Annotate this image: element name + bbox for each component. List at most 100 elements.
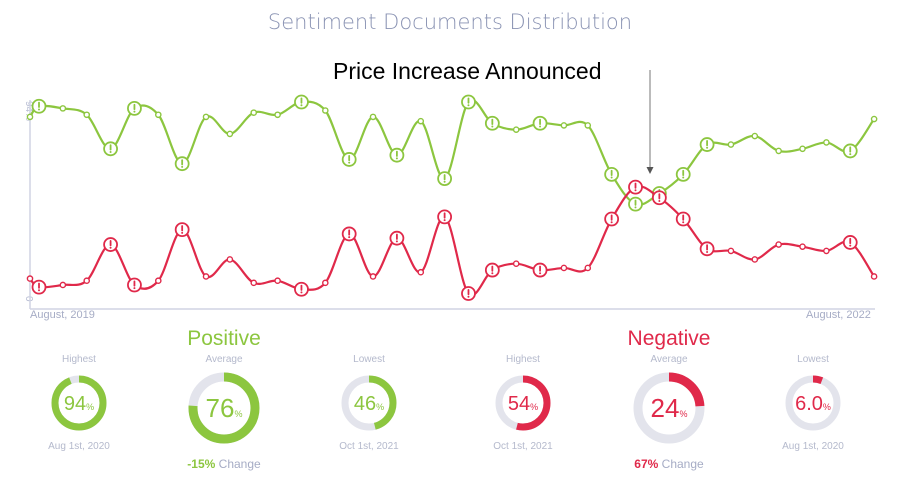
- negative-data-point[interactable]: [154, 277, 162, 285]
- positive-data-point[interactable]: [560, 122, 568, 129]
- negative-data-point[interactable]: [870, 273, 878, 280]
- negative-flag-point[interactable]: [675, 211, 691, 227]
- exclamation-icon: [38, 282, 40, 292]
- positive-flag-point[interactable]: [461, 94, 476, 110]
- negative-highest-unit: %: [530, 402, 538, 412]
- negative-flag-point[interactable]: [461, 286, 476, 301]
- positive-data-point[interactable]: [369, 113, 377, 121]
- positive-data-point[interactable]: [727, 141, 735, 148]
- positive-data-point[interactable]: [775, 147, 782, 155]
- positive-average-donut: 76%: [188, 372, 260, 444]
- negative-flag-point[interactable]: [389, 230, 405, 246]
- positive-data-point[interactable]: [154, 111, 162, 119]
- negative-data-point[interactable]: [26, 275, 34, 282]
- negative-flag-point[interactable]: [699, 241, 715, 257]
- negative-flag-point[interactable]: [294, 281, 309, 297]
- positive-flag-point[interactable]: [628, 196, 643, 212]
- exclamation-icon: [491, 118, 494, 128]
- negative-data-point[interactable]: [584, 264, 592, 272]
- positive-heading: Positive: [187, 327, 261, 350]
- exclamation-icon: [491, 265, 494, 275]
- negative-data-point[interactable]: [369, 273, 377, 280]
- exclamation-icon: [181, 225, 184, 234]
- annotation-arrow-head: [646, 167, 654, 174]
- negative-flag-point[interactable]: [532, 262, 548, 278]
- negative-data-point[interactable]: [751, 256, 759, 263]
- negative-lowest-label: Lowest: [797, 354, 829, 365]
- negative-data-point[interactable]: [417, 268, 425, 276]
- positive-data-point[interactable]: [274, 111, 281, 119]
- negative-data-point[interactable]: [512, 260, 520, 268]
- negative-data-point[interactable]: [322, 279, 329, 287]
- positive-data-point[interactable]: [202, 113, 210, 121]
- positive-flag-point[interactable]: [532, 115, 548, 131]
- positive-data-point[interactable]: [26, 113, 34, 121]
- positive-flag-point[interactable]: [174, 156, 190, 172]
- negative-data-point[interactable]: [775, 241, 782, 248]
- exclamation-icon: [539, 118, 542, 128]
- positive-data-point[interactable]: [870, 115, 878, 123]
- positive-highest-label: Highest: [62, 354, 96, 365]
- negative-data-point[interactable]: [799, 243, 806, 250]
- negative-change-label: Change: [661, 457, 704, 471]
- negative-lowest-value-text: 6.0%: [795, 393, 831, 415]
- negative-lowest-donut: 6.0%: [785, 375, 841, 431]
- negative-data-point[interactable]: [274, 277, 281, 285]
- negative-flag-point[interactable]: [484, 262, 500, 278]
- positive-flag-point[interactable]: [842, 143, 858, 159]
- positive-lowest-unit: %: [376, 402, 384, 412]
- positive-data-point[interactable]: [417, 117, 425, 125]
- exclamation-icon: [38, 101, 40, 111]
- negative-flag-point[interactable]: [103, 237, 118, 252]
- positive-flag-point[interactable]: [604, 166, 620, 182]
- positive-average-unit: %: [234, 409, 242, 419]
- positive-lowest-value-text: 46%: [354, 393, 384, 415]
- positive-data-point[interactable]: [226, 130, 234, 138]
- positive-lowest-label: Lowest: [353, 354, 385, 365]
- negative-data-point[interactable]: [823, 247, 830, 255]
- negative-flag-point[interactable]: [31, 279, 47, 295]
- negative-data-point[interactable]: [226, 256, 234, 263]
- negative-flag-point[interactable]: [127, 277, 142, 293]
- negative-flag-point[interactable]: [174, 222, 190, 238]
- negative-average-donut: 24%: [633, 372, 705, 444]
- positive-data-point[interactable]: [584, 122, 592, 129]
- positive-data-point[interactable]: [83, 111, 91, 119]
- positive-flag-point[interactable]: [484, 115, 500, 131]
- positive-data-point[interactable]: [250, 109, 258, 116]
- positive-highest-donut: 94%: [51, 375, 107, 431]
- negative-change-value: 67%: [634, 457, 659, 471]
- negative-data-point[interactable]: [83, 277, 91, 285]
- negative-flag-point[interactable]: [628, 179, 643, 195]
- negative-flag-point[interactable]: [842, 235, 858, 250]
- negative-flag-point[interactable]: [651, 190, 667, 206]
- positive-flag-point[interactable]: [294, 94, 309, 110]
- positive-data-point[interactable]: [751, 132, 759, 140]
- negative-data-point[interactable]: [202, 273, 210, 280]
- positive-data-point[interactable]: [322, 107, 329, 114]
- negative-flag-point[interactable]: [437, 209, 453, 225]
- positive-flag-point[interactable]: [31, 98, 47, 114]
- positive-data-point[interactable]: [823, 139, 830, 146]
- positive-data-point[interactable]: [512, 126, 520, 133]
- negative-flag-point[interactable]: [341, 226, 357, 242]
- negative-data-point[interactable]: [250, 279, 258, 287]
- exclamation-icon: [395, 233, 398, 243]
- positive-data-point[interactable]: [59, 105, 67, 112]
- positive-flag-point[interactable]: [389, 147, 405, 163]
- positive-flag-point[interactable]: [127, 100, 142, 116]
- positive-data-point[interactable]: [799, 145, 806, 153]
- positive-flag-point[interactable]: [675, 166, 691, 182]
- positive-flag-point[interactable]: [103, 141, 118, 157]
- exclamation-icon: [300, 97, 303, 107]
- x-tick-end: August, 2022: [806, 309, 871, 321]
- negative-data-point[interactable]: [59, 281, 67, 289]
- positive-flag-point[interactable]: [341, 152, 357, 167]
- positive-flag-point[interactable]: [437, 171, 453, 186]
- positive-highest-date: Aug 1st, 2020: [48, 441, 110, 452]
- negative-flag-point[interactable]: [604, 211, 620, 227]
- negative-data-point[interactable]: [560, 264, 568, 272]
- positive-flag-point[interactable]: [699, 137, 715, 152]
- negative-data-point[interactable]: [727, 247, 735, 255]
